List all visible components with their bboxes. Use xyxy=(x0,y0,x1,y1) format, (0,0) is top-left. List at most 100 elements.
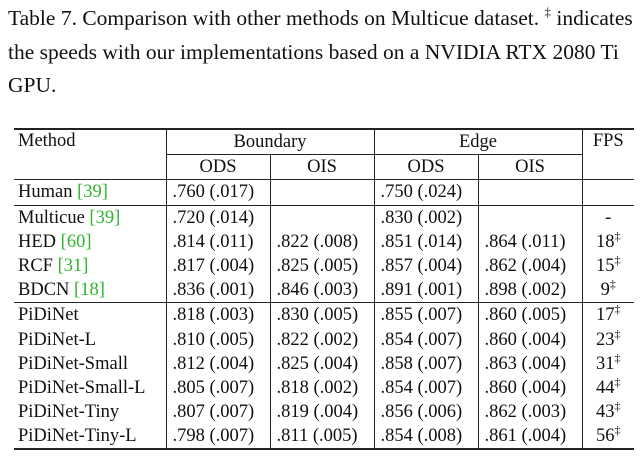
value: .860 (.004) xyxy=(484,377,567,398)
fps-mark: ‡ xyxy=(609,277,616,292)
value: .862 (.003) xyxy=(484,402,567,423)
value: .750 (.024) xyxy=(380,182,463,203)
header-row: ODS OIS ODS OIS xyxy=(14,154,634,181)
table-row: PiDiNet-Tiny .807 (.007) .819 (.004) .856 (… xyxy=(14,399,634,425)
fps-cell: 15‡ xyxy=(581,253,634,279)
value: .760 (.017) xyxy=(172,182,255,203)
table-row: PiDiNet-L .810 (.005) .822 (.002) .854 (.00… xyxy=(14,327,634,352)
header-cell: Edge xyxy=(373,128,582,156)
method-name: Multicue xyxy=(18,207,85,228)
value-cell: .830 (.005) xyxy=(269,302,374,328)
value: .810 (.005) xyxy=(172,329,255,350)
value-cell: .856 (.006) xyxy=(373,400,478,425)
value: .825 (.005) xyxy=(276,256,359,277)
header-row: Method Boundary Edge FPS xyxy=(14,128,634,181)
method-cell: BDCN [18] xyxy=(14,278,166,303)
fps-cell xyxy=(581,179,634,206)
fps-value: 44 xyxy=(596,377,615,398)
value: .846 (.003) xyxy=(276,280,359,301)
value-cell: .830 (.002) xyxy=(373,204,478,230)
method-cell: HED [60] xyxy=(14,230,166,254)
value-cell: .818 (.002) xyxy=(269,375,374,401)
value: .854 (.008) xyxy=(380,426,463,447)
value-cell: .863 (.004) xyxy=(477,351,582,376)
value: .807 (.007) xyxy=(172,402,255,423)
value: .858 (.007) xyxy=(380,353,463,374)
fps-mark: ‡ xyxy=(614,302,621,317)
citation: [39] xyxy=(77,182,108,203)
value-cell: .825 (.005) xyxy=(269,253,374,279)
value-cell: .857 (.004) xyxy=(373,253,478,279)
fps-value: 17 xyxy=(596,305,615,326)
value-cell: .798 (.007) xyxy=(165,424,270,451)
value: .864 (.011) xyxy=(484,231,566,252)
method-name: BDCN xyxy=(18,280,70,301)
caption-mark: ‡ xyxy=(544,4,552,19)
value: .862 (.004) xyxy=(484,256,567,277)
caption: Table 7. Comparison with other methods o… xyxy=(8,2,636,103)
value-cell: .818 (.003) xyxy=(165,302,270,328)
table-row: Multicue [39] .720 (.014) .830 (.002) - xyxy=(14,204,634,230)
fps-value: 15 xyxy=(596,256,615,277)
table-row: PiDiNet .818 (.003) .830 (.005) .855 (.007)… xyxy=(14,302,634,328)
fps-cell: 56‡ xyxy=(581,423,634,451)
value: .854 (.007) xyxy=(380,329,463,350)
value-cell: .760 (.017) xyxy=(165,179,270,206)
table-row: PiDiNet-Tiny-L .798 (.007) .811 (.005) .854… xyxy=(14,423,634,451)
fps-mark: ‡ xyxy=(614,399,621,414)
value: .860 (.005) xyxy=(484,305,567,326)
caption-text: Table 7. Comparison with other methods o… xyxy=(8,6,540,30)
method-name: PiDiNet-Tiny-L xyxy=(18,426,137,447)
value: .812 (.004) xyxy=(172,353,255,374)
value-cell: .854 (.007) xyxy=(373,375,478,401)
method-cell: Human [39] xyxy=(14,180,166,205)
table-row: Human [39] .760 (.017) .750 (.024) xyxy=(14,179,634,206)
value: .863 (.004) xyxy=(484,353,567,374)
value-cell: .855 (.007) xyxy=(373,302,478,328)
value-cell: .822 (.008) xyxy=(269,229,374,254)
value-cell: .851 (.014) xyxy=(373,229,478,254)
value: .818 (.002) xyxy=(276,377,359,398)
method-name: Human xyxy=(18,182,73,203)
fps-value: 23 xyxy=(596,329,615,350)
fps-value: - xyxy=(605,207,612,228)
citation: [18] xyxy=(74,280,105,301)
value-cell: .860 (.004) xyxy=(477,327,582,352)
table-row: PiDiNet-Small .812 (.004) .825 (.004) .858 … xyxy=(14,351,634,376)
header-cell: OIS xyxy=(477,154,582,181)
value-cell: .814 (.011) xyxy=(165,229,270,254)
value-cell: .836 (.001) xyxy=(165,278,270,303)
method-cell: RCF [31] xyxy=(14,254,166,278)
value-cell xyxy=(269,179,374,206)
table-row: BDCN [18] .836 (.001) .846 (.003) .891 (.00… xyxy=(14,278,634,303)
header-cell: ODS xyxy=(165,154,270,181)
fps-mark: ‡ xyxy=(614,423,621,438)
table-row: PiDiNet-Small-L .805 (.007) .818 (.002) .85… xyxy=(14,375,634,401)
method-cell: Multicue [39] xyxy=(14,204,166,230)
value-cell: .750 (.024) xyxy=(373,179,478,206)
value: .811 (.005) xyxy=(276,426,358,447)
value-cell xyxy=(477,204,582,230)
value: .817 (.004) xyxy=(172,256,255,277)
fps-cell: - xyxy=(581,204,634,230)
citation: [31] xyxy=(57,256,89,277)
fps-cell: 44‡ xyxy=(581,375,634,401)
fps-mark: ‡ xyxy=(614,228,621,243)
value: .861 (.004) xyxy=(484,426,567,447)
method-cell: PiDiNet-Small xyxy=(14,352,166,376)
value-cell: .812 (.004) xyxy=(165,351,270,376)
fps-cell: 31‡ xyxy=(581,351,634,376)
value-cell: .891 (.001) xyxy=(373,278,478,303)
method-name: RCF xyxy=(18,256,53,277)
value-cell: .807 (.007) xyxy=(165,400,270,425)
value: .818 (.003) xyxy=(172,305,255,326)
method-cell: PiDiNet xyxy=(14,302,166,328)
method-name: PiDiNet-L xyxy=(18,329,97,350)
value-cell: .860 (.005) xyxy=(477,302,582,328)
value: .855 (.007) xyxy=(380,305,463,326)
method-cell: PiDiNet-Tiny xyxy=(14,400,166,424)
fps-value: 31 xyxy=(596,353,615,374)
value: .805 (.007) xyxy=(172,377,255,398)
fps-value: 18 xyxy=(596,231,615,252)
